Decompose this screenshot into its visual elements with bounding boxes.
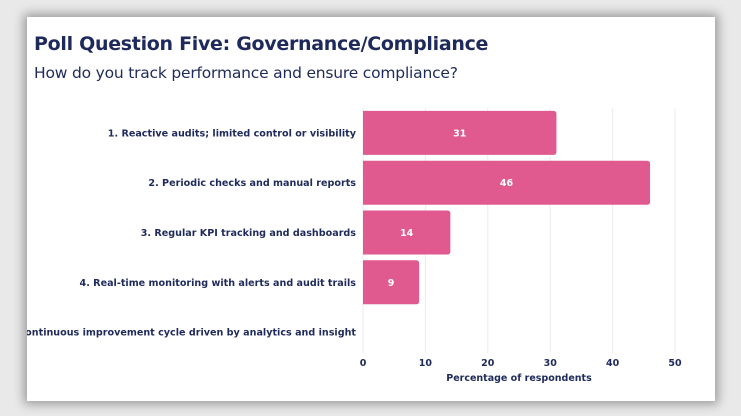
bar [363,210,451,255]
slide-title: Poll Question Five: Governance/Complianc… [34,33,489,55]
data-label: 9 [388,278,395,289]
data-label: 14 [400,228,414,239]
bar [363,110,557,155]
x-tick-label: 40 [606,358,620,369]
data-label: 31 [453,128,466,139]
x-axis-title: Percentage of respondents [446,373,592,384]
x-tick-label: 50 [668,358,682,369]
category-label: 2. Periodic checks and manual reports [148,178,356,189]
bar-chart: 0 10 20 30 40 50 1. Reactive audits; limited c… [27,108,682,384]
bar [363,260,420,305]
category-label: 4. Real-time monitoring with alerts and … [80,278,357,289]
slide-subtitle: How do you track performance and ensure … [34,64,458,82]
slide: Poll Question Five: Governance/Complianc… [27,17,715,401]
data-label: 46 [500,178,514,189]
x-tick-label: 10 [419,358,433,369]
category-label: 3. Regular KPI tracking and dashboards [141,228,357,239]
category-label: 1. Reactive audits; limited control or v… [108,128,357,139]
category-label: 5. Continuous improvement cycle driven b… [27,328,356,339]
x-tick-label: 20 [481,358,495,369]
x-tick-label: 30 [544,358,558,369]
bar [363,160,651,205]
x-tick-label: 0 [360,358,367,369]
